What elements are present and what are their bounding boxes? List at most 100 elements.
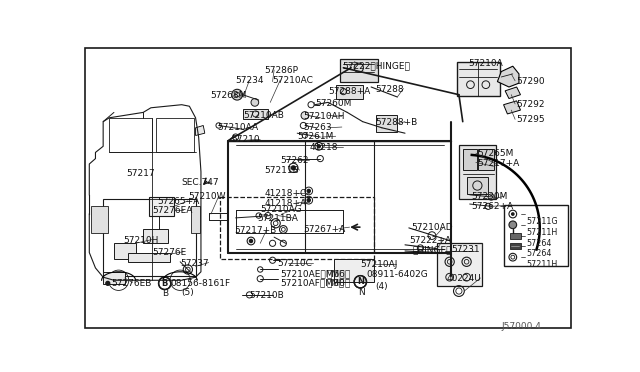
Text: J57000 4: J57000 4 bbox=[501, 322, 541, 331]
Text: 57276E: 57276E bbox=[152, 248, 187, 257]
Bar bbox=[103, 272, 125, 284]
Bar bbox=[478, 148, 493, 170]
Text: 57211BA: 57211BA bbox=[257, 214, 298, 223]
Text: 57210AA: 57210AA bbox=[217, 123, 259, 132]
Bar bbox=[504, 205, 568, 266]
Bar bbox=[149, 197, 174, 217]
Text: 57231: 57231 bbox=[451, 245, 480, 254]
Text: 57210A: 57210A bbox=[468, 58, 503, 67]
Bar bbox=[156, 118, 194, 153]
Circle shape bbox=[291, 166, 295, 170]
Bar bbox=[114, 243, 136, 259]
Text: 57210AB: 57210AB bbox=[243, 111, 284, 120]
Text: 41218: 41218 bbox=[310, 143, 338, 152]
Text: 57268M: 57268M bbox=[210, 91, 246, 100]
Text: 57210B: 57210B bbox=[250, 291, 284, 300]
Text: 57276EA: 57276EA bbox=[152, 206, 193, 215]
Bar bbox=[467, 177, 488, 194]
Text: 57237: 57237 bbox=[180, 259, 209, 268]
Text: 57260M: 57260M bbox=[315, 99, 351, 108]
Text: 57210AE〈M6〉: 57210AE〈M6〉 bbox=[280, 269, 345, 279]
Text: 57288: 57288 bbox=[376, 85, 404, 94]
Bar bbox=[340, 58, 378, 81]
Text: 57217: 57217 bbox=[126, 169, 155, 179]
Text: 57290: 57290 bbox=[516, 77, 545, 86]
Text: 57262: 57262 bbox=[280, 156, 308, 165]
Text: 57286P: 57286P bbox=[264, 66, 298, 75]
Text: 57288+A: 57288+A bbox=[328, 87, 371, 96]
Text: 57262+A: 57262+A bbox=[471, 202, 513, 211]
Bar bbox=[220, 197, 374, 259]
Circle shape bbox=[106, 281, 109, 285]
Text: 57210H: 57210H bbox=[123, 235, 159, 245]
Text: 57210AF〈M8〉: 57210AF〈M8〉 bbox=[280, 279, 344, 288]
Text: 57210AH: 57210AH bbox=[303, 112, 345, 121]
Text: 57211B: 57211B bbox=[264, 166, 299, 175]
Polygon shape bbox=[504, 101, 520, 114]
Text: 41218+C: 41218+C bbox=[265, 189, 307, 198]
Circle shape bbox=[509, 221, 516, 229]
Bar bbox=[463, 148, 477, 170]
Text: 〈HINGE〉: 〈HINGE〉 bbox=[413, 245, 452, 254]
Text: 57292: 57292 bbox=[516, 100, 545, 109]
Text: 57263: 57263 bbox=[303, 123, 332, 132]
Circle shape bbox=[307, 199, 310, 202]
Text: SEC.747: SEC.747 bbox=[182, 178, 220, 187]
Text: 57267+A: 57267+A bbox=[303, 225, 346, 234]
Text: 57210AG: 57210AG bbox=[260, 205, 302, 214]
Text: 57210W: 57210W bbox=[188, 192, 225, 202]
Bar bbox=[191, 206, 200, 233]
Text: 57210AD: 57210AD bbox=[411, 223, 452, 232]
Circle shape bbox=[250, 240, 253, 243]
Text: B: B bbox=[161, 279, 168, 288]
Text: 57222+A: 57222+A bbox=[410, 235, 452, 245]
Bar bbox=[336, 85, 363, 99]
Text: 57211H: 57211H bbox=[527, 260, 558, 269]
Text: B: B bbox=[163, 289, 168, 298]
Text: (5): (5) bbox=[182, 288, 195, 297]
Text: 57210AC: 57210AC bbox=[273, 76, 314, 85]
Text: 57234: 57234 bbox=[236, 76, 264, 85]
Bar bbox=[437, 243, 482, 286]
Text: 57210: 57210 bbox=[232, 135, 260, 144]
Text: 57265+A: 57265+A bbox=[157, 197, 199, 206]
Text: 57210C: 57210C bbox=[277, 259, 312, 268]
Text: 57230M: 57230M bbox=[471, 192, 508, 202]
Bar bbox=[128, 253, 170, 262]
Text: 57264: 57264 bbox=[527, 250, 552, 259]
Bar bbox=[243, 109, 268, 119]
Circle shape bbox=[317, 145, 320, 148]
Text: 57222〈HINGE〉: 57222〈HINGE〉 bbox=[342, 62, 410, 71]
Polygon shape bbox=[497, 66, 519, 87]
Bar bbox=[458, 62, 500, 96]
Text: 57211G: 57211G bbox=[527, 217, 558, 226]
Text: 57217+B: 57217+B bbox=[234, 226, 276, 235]
Polygon shape bbox=[196, 125, 205, 135]
Text: 57211H: 57211H bbox=[527, 228, 558, 237]
Text: 〈M8〉: 〈M8〉 bbox=[326, 279, 351, 288]
Bar bbox=[376, 115, 397, 132]
Text: 57264: 57264 bbox=[527, 239, 552, 248]
Bar bbox=[103, 199, 196, 276]
Text: 57288+B: 57288+B bbox=[376, 118, 418, 127]
Bar bbox=[334, 259, 374, 282]
Text: 41218+A: 41218+A bbox=[265, 199, 307, 208]
Circle shape bbox=[232, 89, 243, 100]
Text: 40224U: 40224U bbox=[447, 274, 481, 283]
Bar bbox=[109, 118, 152, 153]
Bar bbox=[509, 232, 520, 239]
Text: 〈M6〉: 〈M6〉 bbox=[326, 269, 351, 279]
Text: N: N bbox=[357, 277, 364, 286]
Text: 57217+A: 57217+A bbox=[477, 158, 520, 168]
Text: 57265M: 57265M bbox=[477, 150, 514, 158]
Bar bbox=[91, 206, 108, 233]
Circle shape bbox=[251, 99, 259, 106]
Polygon shape bbox=[505, 87, 520, 99]
Text: (4): (4) bbox=[376, 282, 388, 291]
Circle shape bbox=[511, 213, 514, 215]
Text: 57276EB: 57276EB bbox=[111, 279, 151, 288]
Text: 57210AJ: 57210AJ bbox=[360, 260, 397, 269]
Text: 08156-8161F: 08156-8161F bbox=[170, 279, 230, 288]
Bar bbox=[143, 230, 168, 243]
Text: N: N bbox=[358, 288, 365, 297]
